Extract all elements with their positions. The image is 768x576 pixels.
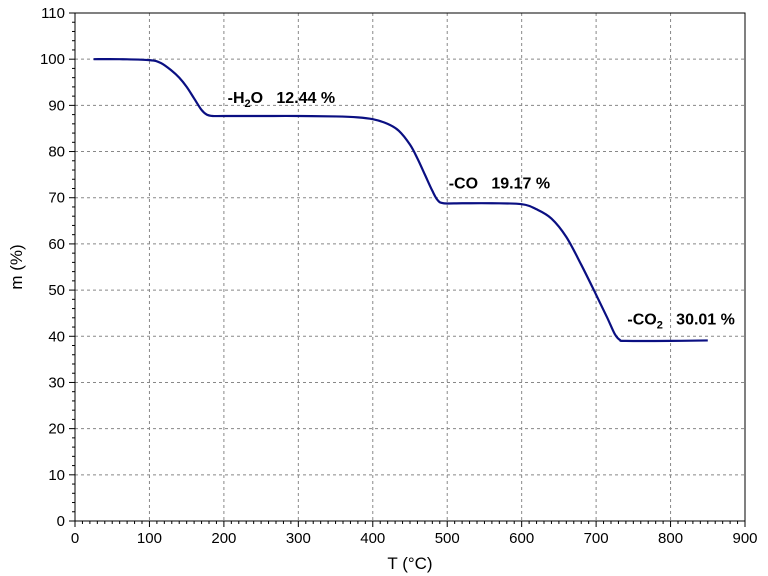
- x-tick-label: 400: [360, 530, 385, 547]
- y-tick-label: 70: [48, 190, 65, 207]
- axis-ticks: 0 100 200 300 400 500 600 700 800 900 0 10 20 30 40 50 6…: [40, 5, 758, 547]
- x-tick-label: 900: [732, 530, 757, 547]
- y-tick-label: 30: [48, 374, 65, 391]
- y-tick-label: 60: [48, 236, 65, 253]
- x-tick-label: 0: [71, 530, 79, 547]
- mass-loss-annotation: -CO2 30.01 %: [627, 312, 735, 332]
- y-tick-label: 50: [48, 282, 65, 299]
- x-tick-label: 200: [211, 530, 236, 547]
- series-layer: [93, 58, 708, 343]
- x-axis-title: T (°C): [387, 554, 432, 573]
- plot-area-frame: [74, 12, 746, 522]
- x-tick-label: 300: [286, 530, 311, 547]
- x-tick-label: 800: [658, 530, 683, 547]
- y-tick-label: 110: [41, 5, 65, 22]
- y-tick-label: 90: [48, 97, 65, 114]
- y-axis-title: m (%): [7, 244, 26, 289]
- x-tick-label: 600: [509, 530, 534, 547]
- y-tick-label: 40: [48, 328, 65, 345]
- mass-loss-annotation: -H2O 12.44 %: [228, 90, 336, 110]
- y-tick-label: 10: [48, 467, 65, 484]
- x-tick-label: 500: [435, 530, 460, 547]
- grid: [75, 13, 745, 521]
- x-tick-label: 700: [584, 530, 609, 547]
- y-tick-label: 0: [57, 513, 65, 530]
- annotations: -H2O 12.44 % -CO 19.17 % -CO2 30.01 %: [228, 90, 735, 332]
- series-line: [93, 58, 708, 343]
- x-tick-label: 100: [137, 530, 162, 547]
- y-tick-label: 80: [48, 144, 65, 161]
- y-tick-label: 100: [40, 51, 65, 68]
- y-tick-label: 20: [48, 421, 65, 438]
- mass-loss-annotation: -CO 19.17 %: [449, 175, 550, 192]
